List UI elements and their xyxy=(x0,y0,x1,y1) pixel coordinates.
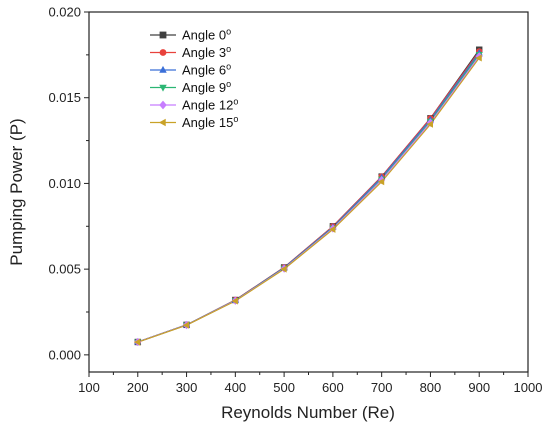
data-point xyxy=(377,178,385,186)
legend-swatch-marker xyxy=(159,84,167,92)
legend-swatch-marker xyxy=(159,100,167,110)
y-tick-label: 0.020 xyxy=(48,5,81,20)
legend-entry-label: Angle 12 xyxy=(182,98,233,113)
y-tick-label: 0.000 xyxy=(48,347,81,362)
data-point xyxy=(133,338,141,346)
data-point xyxy=(231,297,238,305)
legend-entry: Angle 12o xyxy=(182,97,238,113)
legend-entry: Angle 3o xyxy=(182,44,231,60)
legend-entry-label: Angle 3 xyxy=(182,45,226,60)
x-tick-label: 900 xyxy=(468,380,490,395)
legend-entry-degree: o xyxy=(226,44,231,54)
legend-entry-degree: o xyxy=(226,27,231,37)
legend-box xyxy=(146,24,252,133)
y-axis: 0.000 0.005 0.010 0.015 0.020 xyxy=(48,5,89,362)
y-tick-label: 0.010 xyxy=(48,176,81,191)
data-point xyxy=(280,265,287,273)
y-axis-label: Pumping Power (P) xyxy=(7,118,26,265)
x-tick-label: 100 xyxy=(78,380,100,395)
y-tick-label: 0.015 xyxy=(48,90,81,105)
x-axis-label: Reynolds Number (Re) xyxy=(221,403,395,422)
x-tick-label: 700 xyxy=(371,380,393,395)
x-tick-label: 1000 xyxy=(514,380,543,395)
legend-swatch-marker xyxy=(159,31,167,39)
legend-entry-label: Angle 6 xyxy=(182,63,226,78)
data-point xyxy=(475,54,482,62)
legend-entry: Angle 15o xyxy=(182,114,238,130)
legend-entry-degree: o xyxy=(226,62,231,72)
x-tick-label: 300 xyxy=(176,380,198,395)
legend-entry-degree: o xyxy=(233,114,238,124)
y-tick-label: 0.005 xyxy=(48,262,81,277)
legend-entry: Angle 9o xyxy=(182,79,231,95)
legend-entry: Angle 6o xyxy=(182,62,231,78)
series-layer xyxy=(133,46,483,347)
legend-entry-label: Angle 0 xyxy=(182,28,226,43)
data-point xyxy=(329,225,336,233)
series-line-angle-5 xyxy=(137,57,480,343)
x-tick-label: 500 xyxy=(273,380,295,395)
data-point xyxy=(426,120,434,128)
legend-entry-degree: o xyxy=(233,97,238,107)
x-tick-label: 200 xyxy=(127,380,149,395)
legend-entry-degree: o xyxy=(226,79,231,89)
x-tick-label: 600 xyxy=(322,380,344,395)
legend-swatch-marker xyxy=(158,118,166,127)
x-tick-label: 800 xyxy=(420,380,442,395)
legend-swatch-marker xyxy=(159,49,167,56)
legend-entry: Angle 0o xyxy=(182,27,231,43)
x-axis: 100 200 300 400 500 600 700 800 900 1000 xyxy=(78,372,542,395)
legend-entry-label: Angle 15 xyxy=(182,115,233,130)
data-point xyxy=(182,321,190,329)
x-tick-label: 400 xyxy=(224,380,246,395)
legend-swatch-marker xyxy=(159,65,167,73)
legend-entry-label: Angle 9 xyxy=(182,80,226,95)
